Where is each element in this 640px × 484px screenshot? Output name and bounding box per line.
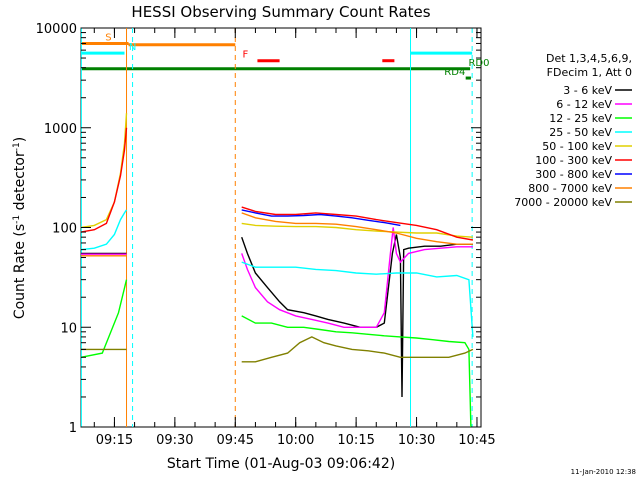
series-line bbox=[241, 209, 401, 227]
legend-entry-label: 7000 - 20000 keV bbox=[514, 196, 612, 209]
x-axis-label: Start Time (01-Aug-03 09:06:42) bbox=[167, 456, 395, 472]
series-line bbox=[80, 113, 473, 238]
series-line bbox=[81, 336, 474, 363]
legend-entry-label: 3 - 6 keV bbox=[563, 84, 612, 97]
data-series bbox=[80, 113, 474, 428]
y-tick-label: 1000 bbox=[44, 122, 77, 137]
flag-label: S bbox=[105, 32, 111, 43]
plot-frame bbox=[80, 27, 482, 428]
chart-title: HESSI Observing Summary Count Rates bbox=[131, 3, 430, 21]
series-line bbox=[80, 127, 474, 241]
y-tick-label: 10 bbox=[60, 321, 77, 336]
legend-title-line-1: Det 1,3,4,5,6,9, bbox=[546, 52, 632, 65]
x-tick-label: 10:45 bbox=[458, 433, 495, 448]
y-tick-label: 10000 bbox=[36, 22, 77, 37]
x-tick-label: 09:15 bbox=[96, 433, 133, 448]
y-tick-label: 1 bbox=[69, 421, 77, 436]
x-tick-label: 09:45 bbox=[217, 433, 254, 448]
series-line bbox=[81, 227, 473, 328]
y-axis-label: Count Rate (s-1 detector-1) bbox=[12, 137, 28, 319]
legend-entry-label: 25 - 50 keV bbox=[549, 126, 612, 139]
vertical-markers bbox=[80, 28, 473, 427]
legend-entry-label: 300 - 800 keV bbox=[535, 168, 612, 181]
legend-entry-label: 12 - 25 keV bbox=[549, 112, 612, 125]
legend: Det 1,3,4,5,6,9, FDecim 1, Att 0 3 - 6 k… bbox=[514, 52, 632, 209]
legend-title-line-2: FDecim 1, Att 0 bbox=[547, 66, 632, 79]
footer-timestamp: 11-Jan-2010 12:38 bbox=[571, 468, 636, 476]
x-tick-label: 09:30 bbox=[156, 433, 193, 448]
legend-entry-label: 50 - 100 keV bbox=[542, 140, 612, 153]
series-line bbox=[80, 209, 474, 337]
y-tick-label: 100 bbox=[52, 222, 77, 237]
flag-label: F bbox=[242, 50, 248, 61]
x-axis: 09:15 09:30 09:45 10:00 10:15 10:30 10:45 bbox=[93, 28, 496, 448]
x-tick-label: 10:30 bbox=[398, 433, 435, 448]
flag-label: RD0 bbox=[468, 58, 489, 69]
status-flags: SNFRD0RD4 bbox=[81, 32, 489, 80]
x-tick-label: 10:00 bbox=[277, 433, 314, 448]
x-tick-label: 10:15 bbox=[337, 433, 374, 448]
series-line bbox=[81, 234, 473, 398]
y-axis: 1 10 100 1000 10000 bbox=[36, 22, 481, 436]
flag-label: RD4 bbox=[444, 67, 465, 78]
series-line bbox=[80, 279, 472, 428]
legend-entry-label: 100 - 300 keV bbox=[535, 154, 612, 167]
legend-entry-label: 800 - 7000 keV bbox=[528, 182, 612, 195]
series-line bbox=[81, 212, 473, 257]
legend-entry-label: 6 - 12 keV bbox=[556, 98, 612, 111]
